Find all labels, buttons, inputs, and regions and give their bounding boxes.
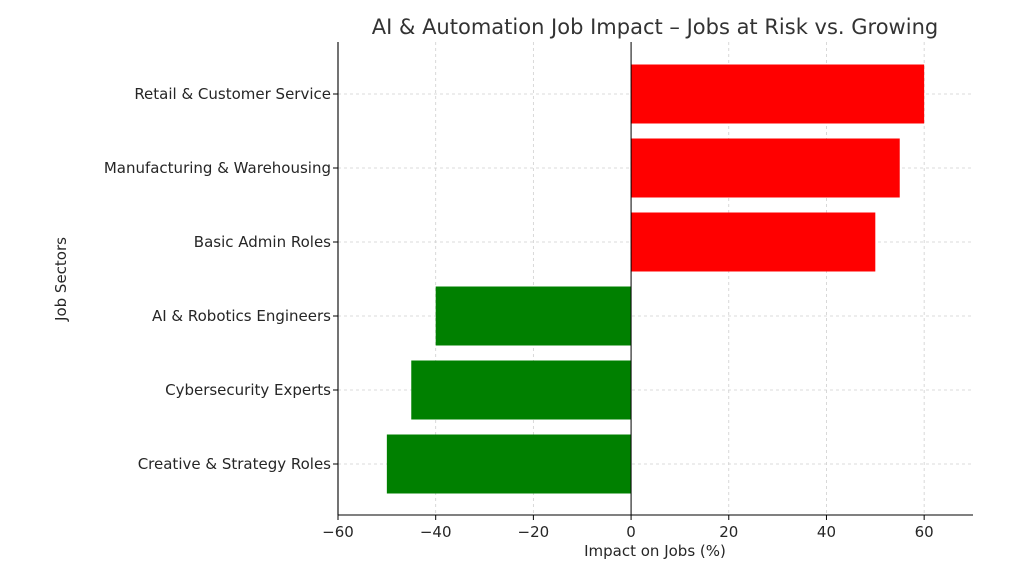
x-tick-label: 60 — [915, 523, 934, 541]
bar — [631, 138, 900, 198]
x-tick-label: 20 — [719, 523, 738, 541]
bar — [435, 286, 632, 346]
category-label: Retail & Customer Service — [134, 85, 331, 103]
category-label: Manufacturing & Warehousing — [104, 159, 331, 177]
bar — [386, 434, 632, 494]
x-tick-label: −40 — [420, 523, 452, 541]
x-tick-label: −60 — [322, 523, 354, 541]
y-axis-label: Job Sectors — [52, 237, 70, 322]
category-label: AI & Robotics Engineers — [152, 307, 331, 325]
category-label: Basic Admin Roles — [194, 233, 331, 251]
x-tick-label: −20 — [518, 523, 550, 541]
axis-layer: −60 −40 −20 0 20 40 60 Retail & Customer Servic… — [104, 42, 973, 541]
chart-title: AI & Automation Job Impact – Jobs at Ris… — [372, 15, 938, 39]
x-axis-label: Impact on Jobs (%) — [584, 542, 726, 560]
category-label: Creative & Strategy Roles — [138, 455, 331, 473]
x-tick-label: 40 — [817, 523, 836, 541]
category-label: Cybersecurity Experts — [165, 381, 331, 399]
bar — [411, 360, 632, 420]
bar-layer — [386, 64, 925, 494]
x-tick-label: 0 — [626, 523, 636, 541]
bar — [631, 64, 925, 124]
bar — [631, 212, 876, 272]
